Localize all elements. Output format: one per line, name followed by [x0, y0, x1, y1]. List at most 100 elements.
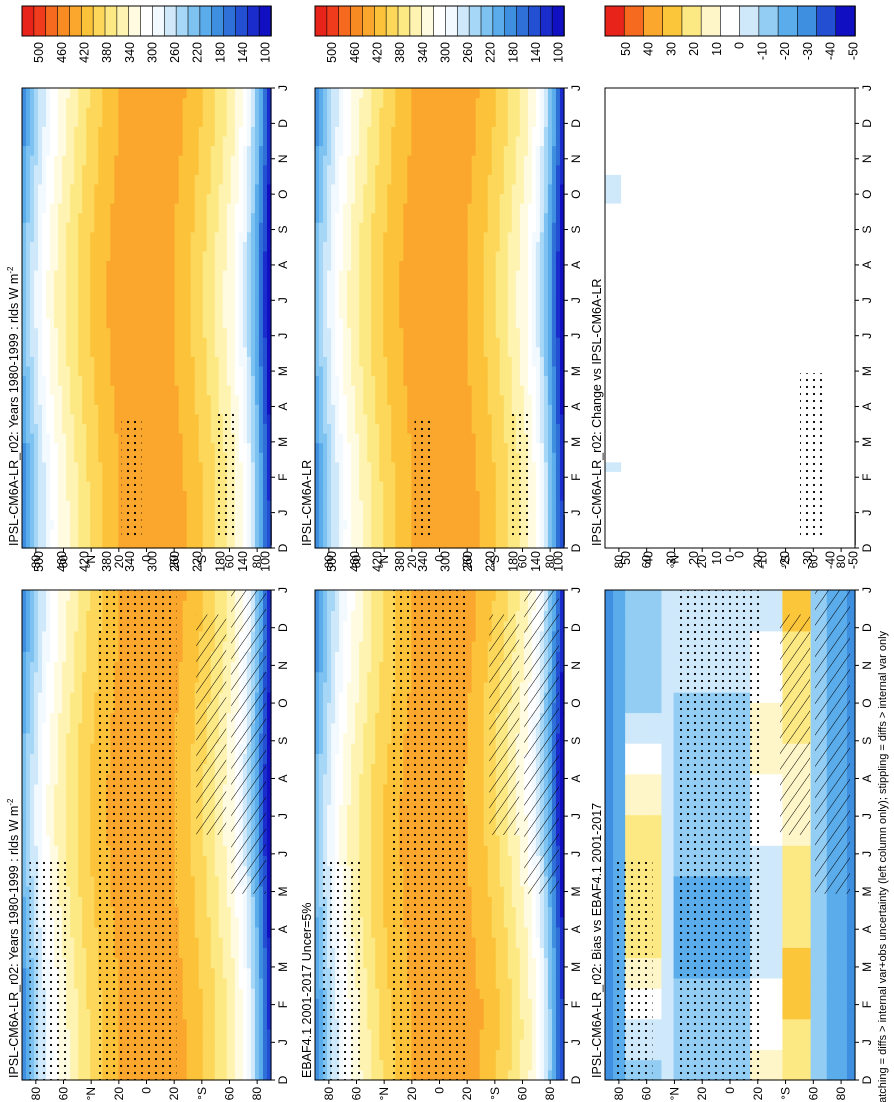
heat-cell [166, 404, 172, 415]
heat-cell [70, 1028, 75, 1040]
heat-cell [182, 1059, 188, 1071]
heat-cell [46, 126, 51, 137]
heat-cell [22, 937, 27, 948]
heat-cell [74, 346, 79, 357]
heat-cell [30, 490, 35, 501]
heat-cell [222, 988, 228, 999]
heat-cell [90, 773, 95, 785]
heat-cell [142, 116, 148, 127]
heat-cell [130, 145, 136, 156]
heat-cell [26, 452, 31, 463]
heat-cell [110, 461, 115, 472]
heat-cell [146, 471, 152, 482]
heat-cell [42, 630, 47, 642]
heat-cell [114, 394, 119, 405]
heat-cell [170, 490, 176, 501]
heat-cell [150, 327, 156, 338]
heat-cell [62, 804, 67, 816]
heat-cell [186, 651, 192, 663]
heat-cell [90, 1039, 95, 1050]
heat-cell [62, 183, 67, 195]
heat-cell [142, 289, 148, 300]
heat-cell [90, 490, 95, 501]
lat-tick-label: °N [84, 1087, 98, 1100]
heat-cell [22, 490, 27, 501]
colorbar-tick-label: 220 [191, 551, 205, 572]
heat-cell [26, 203, 31, 214]
heat-cell [42, 753, 47, 765]
heat-cell [158, 519, 164, 530]
heat-cell [90, 886, 95, 897]
heat-cell [58, 528, 63, 540]
heat-cell [78, 916, 83, 928]
heat-cell [30, 773, 35, 785]
heat-cell [134, 308, 140, 319]
heat-cell [90, 375, 95, 386]
heat-cell [58, 164, 63, 175]
heat-cell [42, 222, 47, 233]
heat-cell [214, 855, 220, 867]
heat-cell [182, 590, 188, 601]
heat-cell [178, 231, 184, 242]
heat-cell [174, 480, 180, 492]
heat-cell [58, 641, 63, 652]
heat-cell [38, 365, 43, 377]
heat-cell [170, 88, 176, 99]
heat-cell [190, 600, 196, 612]
heat-cell [226, 835, 232, 846]
heat-cell [46, 298, 51, 310]
heat-cell [82, 490, 87, 501]
heat-cell [42, 164, 47, 175]
heat-cell [178, 906, 184, 918]
heat-cell [54, 519, 59, 530]
heat-cell [106, 88, 111, 99]
heat-cell [178, 375, 184, 386]
heat-cell [54, 671, 59, 683]
heat-cell [38, 452, 43, 463]
heat-cell [42, 692, 47, 703]
heat-cell [190, 1008, 196, 1020]
heat-cell [238, 988, 244, 999]
heat-cell [106, 203, 111, 214]
heat-cell [38, 461, 43, 472]
heat-cell [102, 289, 107, 300]
heat-cell [22, 753, 27, 765]
heat-cell [114, 155, 119, 166]
heat-cell [94, 1069, 99, 1081]
heat-cell [226, 641, 232, 652]
heat-cell [258, 1069, 264, 1081]
heat-cell [30, 135, 35, 147]
heat-cell [86, 164, 91, 175]
heat-cell [110, 452, 115, 463]
heat-cell [90, 845, 95, 857]
heat-cell [46, 135, 51, 147]
heat-cell [42, 107, 47, 118]
heat-cell [146, 423, 152, 434]
heat-cell [214, 1028, 220, 1040]
heat-cell [174, 1008, 180, 1020]
heat-cell [238, 896, 244, 908]
heat-cell [86, 630, 91, 642]
heat-cell [50, 722, 55, 734]
heat-cell [174, 1018, 180, 1030]
heat-cell [66, 126, 71, 137]
heat-cell [58, 423, 63, 434]
heat-cell [210, 906, 216, 918]
heat-cell [58, 519, 63, 530]
heat-cell [162, 452, 168, 463]
heat-cell [38, 783, 43, 795]
heat-cell [174, 413, 180, 425]
heat-cell [46, 702, 51, 714]
heat-cell [54, 794, 59, 805]
heat-cell [26, 906, 31, 918]
heat-cell [194, 947, 200, 959]
heat-cell [50, 337, 55, 348]
heat-cell [110, 222, 115, 233]
heat-cell [142, 509, 148, 520]
heat-cell [206, 1069, 212, 1081]
heat-cell [54, 174, 59, 185]
heat-cell [202, 988, 208, 999]
heat-cell [70, 116, 75, 127]
heat-cell [46, 279, 51, 290]
heat-cell [26, 722, 31, 734]
